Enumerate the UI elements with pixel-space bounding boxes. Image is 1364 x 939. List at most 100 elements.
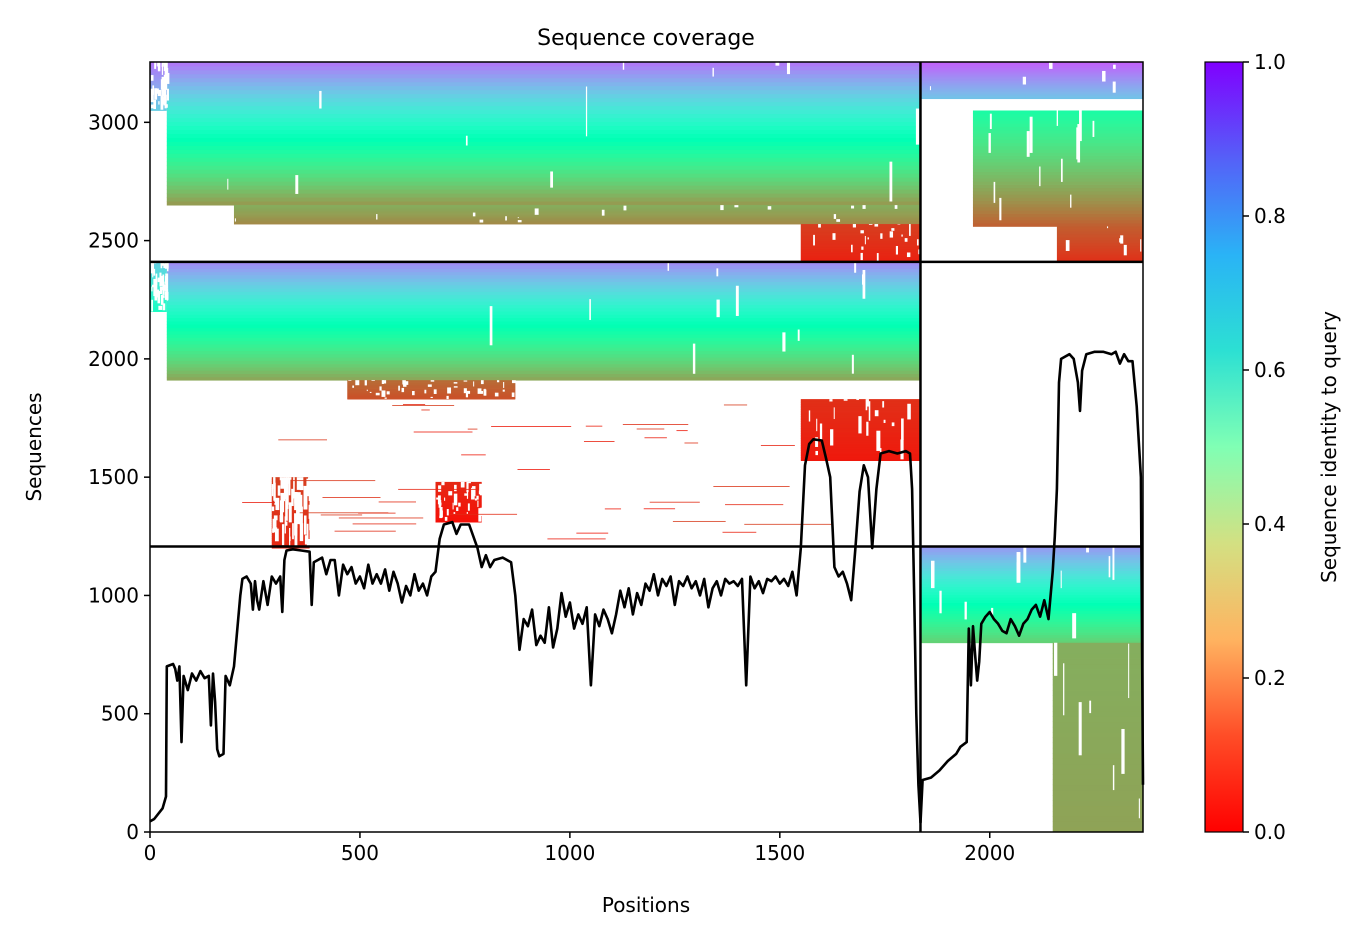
colorbar-tick: 0.0 <box>1243 820 1286 844</box>
heat-row <box>800 234 921 237</box>
heat-row <box>166 93 921 99</box>
heat-row <box>347 388 516 389</box>
heat-row <box>920 632 1143 636</box>
heat-row <box>920 73 1143 75</box>
x-tick-label: 0 <box>144 841 157 865</box>
heat-sparse-row <box>398 488 477 490</box>
heat-gap <box>585 86 588 137</box>
plot-frame <box>149 61 1144 833</box>
heat-row <box>800 450 921 453</box>
heat-gap <box>880 233 883 239</box>
heat-gap <box>1102 70 1106 82</box>
heat-gap <box>476 495 479 500</box>
heat-gap <box>1070 194 1072 208</box>
heat-orange-strip <box>347 380 516 400</box>
heat-row <box>920 89 1143 91</box>
heat-row <box>920 626 1143 630</box>
heat-row <box>166 129 921 134</box>
heat-sparse-row <box>585 425 603 427</box>
heat-row <box>166 133 921 138</box>
heat-gap <box>156 62 158 67</box>
heat-row <box>233 215 921 217</box>
y-tick: 1500 <box>88 465 150 489</box>
heat-row <box>920 67 1143 69</box>
heat-sparse-row <box>461 454 486 456</box>
heat-gaps <box>813 224 922 262</box>
heat-gap <box>369 391 372 393</box>
heat-row <box>166 334 921 338</box>
heat-row <box>972 162 1143 166</box>
heat-gap <box>366 389 368 392</box>
heat-sparse-row <box>583 441 615 442</box>
heat-gap <box>909 224 911 236</box>
heat-gap <box>299 477 304 491</box>
heat-gaps <box>234 205 898 223</box>
heat-row <box>1056 238 1143 240</box>
heat-row <box>920 546 1143 550</box>
heat-gap <box>865 399 868 411</box>
heat-sparse-row <box>547 538 606 540</box>
heat-gap <box>988 133 991 153</box>
heat-row <box>150 98 167 101</box>
heat-gap <box>430 380 435 382</box>
heat-gap <box>275 497 280 511</box>
heat-row <box>166 85 921 91</box>
heat-gap <box>285 488 289 510</box>
heat-row <box>800 229 921 231</box>
heat-gap <box>503 381 505 388</box>
heat-gap <box>819 423 823 440</box>
heat-gap <box>808 410 811 422</box>
heat-gap <box>430 396 433 399</box>
heat-gap <box>158 305 163 310</box>
heat-row <box>233 208 921 210</box>
heat-gap <box>227 178 229 190</box>
heat-chain-c-top <box>920 62 1143 100</box>
heat-gap <box>403 382 407 387</box>
heat-gap <box>900 439 904 460</box>
heat-row <box>800 238 921 241</box>
heat-row <box>150 95 167 98</box>
heat-gap <box>446 509 449 516</box>
heat-row <box>800 445 921 448</box>
heat-row <box>233 206 921 208</box>
heat-row <box>166 294 921 299</box>
heat-row <box>435 510 482 513</box>
heat-row <box>233 218 921 220</box>
heat-row <box>166 271 921 276</box>
heat-row <box>1056 254 1143 257</box>
colorbar-tick: 0.2 <box>1243 666 1286 690</box>
heat-gap <box>767 206 772 210</box>
chain-boundary-lines <box>150 62 1143 832</box>
heat-row <box>150 266 167 268</box>
heat-row <box>800 404 921 407</box>
heat-sparse-row <box>744 523 834 525</box>
heat-row <box>166 337 921 342</box>
heat-gap <box>999 197 1002 221</box>
heat-gap <box>151 299 153 312</box>
heat-row <box>347 393 516 395</box>
x-axis-label: Positions <box>602 893 690 917</box>
x-tick: 500 <box>341 832 379 865</box>
heat-row <box>233 208 921 210</box>
heat-gap <box>868 224 873 225</box>
heat-row <box>166 376 921 381</box>
heat-row <box>435 484 482 486</box>
heat-row <box>233 211 921 213</box>
heat-gap <box>375 392 380 396</box>
heat-gap <box>439 515 443 519</box>
heat-gap <box>858 416 862 434</box>
heat-row <box>1056 248 1143 250</box>
heat-row <box>1052 658 1143 665</box>
heat-gap <box>274 528 279 542</box>
heat-row <box>920 83 1143 85</box>
y-tick-label: 500 <box>101 702 139 726</box>
heat-gap <box>158 101 160 105</box>
heat-row <box>271 481 310 484</box>
heat-gap <box>720 205 724 211</box>
heat-row <box>1056 256 1143 259</box>
heat-gap <box>297 501 301 525</box>
heat-gaps <box>227 62 920 202</box>
heat-gap <box>889 231 894 238</box>
heat-row <box>347 382 516 384</box>
y-tick-label: 2000 <box>88 347 139 371</box>
